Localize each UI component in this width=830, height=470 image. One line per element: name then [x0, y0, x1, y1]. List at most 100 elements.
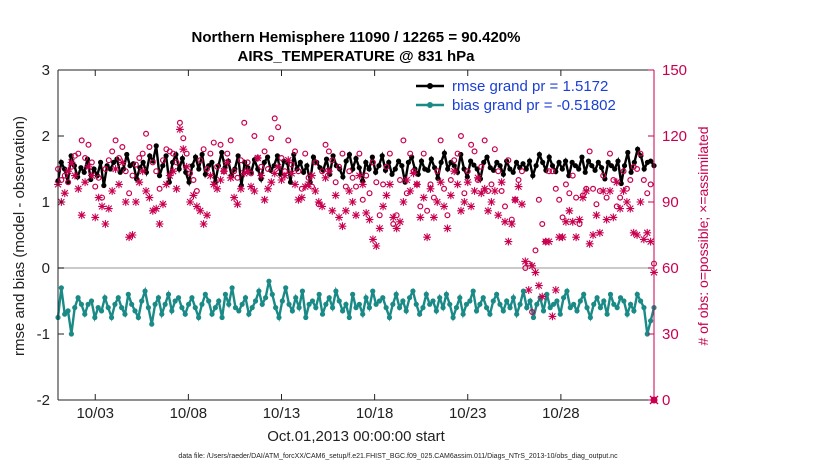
obs-possible-marker: [264, 166, 271, 173]
rmse-point: [111, 159, 117, 165]
obs-assimilated-marker: [531, 268, 540, 277]
obs-possible-marker: [295, 168, 302, 175]
obs-assimilated-marker: [558, 233, 567, 242]
obs-assimilated-marker: [291, 180, 299, 189]
obs-assimilated-marker: [274, 162, 283, 171]
obs-assimilated-marker: [294, 195, 303, 204]
bias-point: [249, 305, 255, 311]
bias-point: [467, 298, 473, 304]
bias-point: [457, 295, 463, 301]
obs-possible-marker: [590, 185, 597, 192]
rmse-point: [556, 159, 562, 165]
bias-point: [259, 301, 265, 307]
rmse-point: [147, 153, 153, 159]
obs-assimilated-marker: [318, 202, 327, 211]
obs-assimilated-marker: [250, 187, 259, 195]
rmse-point: [183, 169, 189, 175]
bias-point: [544, 291, 550, 297]
obs-assimilated-marker: [345, 187, 354, 195]
obs-assimilated-marker: [94, 193, 103, 202]
obs-possible-marker: [430, 194, 437, 201]
bias-point: [520, 288, 527, 294]
bias-point: [162, 301, 168, 307]
obs-possible-marker: [153, 168, 160, 175]
rmse-point: [196, 166, 202, 172]
obs-possible-marker: [556, 196, 563, 203]
obs-assimilated-marker: [128, 231, 137, 239]
obs-assimilated-marker: [365, 215, 374, 224]
rmse-point: [346, 151, 353, 158]
rmse-point: [143, 169, 150, 175]
obs-possible-marker: [197, 157, 204, 164]
bias-point: [179, 305, 185, 311]
obs-assimilated-marker: [565, 206, 574, 215]
obs-assimilated-marker: [413, 180, 421, 189]
obs-possible-marker: [383, 163, 390, 170]
bias-point: [105, 305, 111, 311]
obs-assimilated-marker: [115, 180, 123, 189]
obs-possible-marker: [122, 168, 129, 175]
y-tick-label-left: 1: [42, 194, 50, 211]
bias-point: [112, 301, 118, 307]
bias-point: [376, 298, 383, 304]
rmse-point: [392, 166, 398, 172]
bias-point: [437, 295, 443, 301]
bias-point: [447, 301, 453, 307]
obs-possible-marker: [498, 188, 505, 195]
rmse-point: [156, 173, 163, 179]
rmse-point: [264, 154, 271, 160]
rmse-point: [78, 165, 84, 171]
obs-possible-marker: [457, 133, 464, 140]
bias-point: [185, 301, 192, 307]
bias-point: [122, 311, 128, 317]
bias-point: [98, 308, 105, 314]
obs-assimilated-marker: [223, 158, 232, 167]
obs-assimilated-marker: [260, 195, 269, 204]
obs-assimilated-marker: [433, 198, 442, 206]
rmse-point: [494, 159, 500, 165]
bias-point: [329, 305, 336, 311]
obs-possible-marker: [502, 203, 509, 210]
obs-possible-marker: [468, 141, 475, 148]
obs-possible-marker: [95, 174, 102, 181]
rmse-point: [340, 174, 346, 180]
obs-possible-marker: [627, 177, 634, 184]
obs-assimilated-marker: [125, 233, 134, 242]
obs-possible-marker: [491, 146, 498, 153]
rmse-point: [209, 159, 215, 165]
obs-possible-marker: [363, 172, 370, 179]
obs-assimilated-marker: [592, 211, 601, 220]
obs-assimilated-marker: [152, 204, 161, 213]
obs-possible-marker: [227, 137, 234, 144]
obs-assimilated-marker: [253, 154, 262, 162]
x-tick-label: 10/28: [542, 405, 580, 422]
obs-assimilated-marker: [629, 228, 638, 237]
rmse-point: [612, 166, 618, 172]
bias-point: [560, 295, 567, 301]
obs-possible-marker: [454, 150, 461, 157]
obs-possible-marker: [224, 150, 231, 157]
obs-possible-marker: [417, 203, 424, 210]
bias-point: [326, 295, 332, 301]
obs-assimilated-marker: [145, 193, 154, 202]
bias-point: [119, 305, 125, 311]
bias-point: [540, 308, 547, 314]
obs-possible-marker: [505, 157, 512, 164]
bias-point: [65, 308, 71, 314]
rmse-point: [526, 158, 533, 164]
bias-point: [611, 301, 617, 307]
obs-assimilated-marker: [206, 171, 215, 180]
y-tick-label-right: 150: [662, 62, 687, 79]
obs-assimilated-marker: [595, 228, 604, 237]
obs-possible-marker: [332, 179, 339, 186]
obs-possible-marker: [258, 163, 265, 170]
obs-assimilated-marker: [257, 171, 266, 180]
obs-possible-marker: [325, 148, 332, 155]
obs-assimilated-marker: [321, 173, 330, 182]
obs-possible-marker: [261, 148, 268, 155]
obs-possible-marker: [78, 137, 85, 144]
bias-point: [115, 295, 121, 301]
obs-assimilated-marker: [406, 187, 415, 195]
obs-possible-marker: [109, 148, 116, 155]
obs-assimilated-marker: [578, 193, 587, 202]
